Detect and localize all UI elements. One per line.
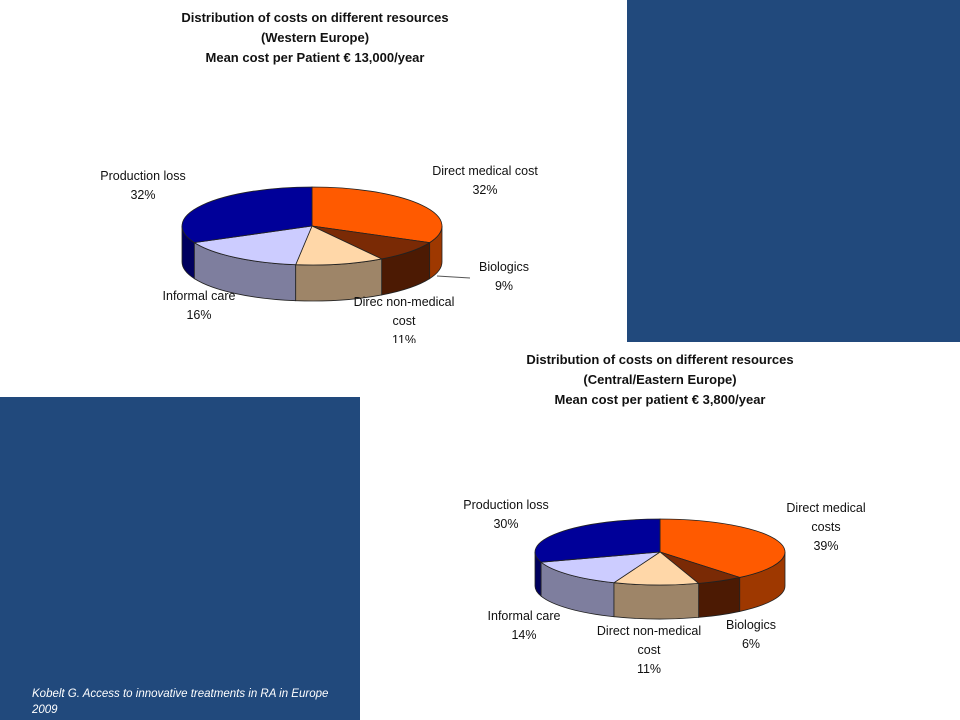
leader-line-biologics bbox=[436, 275, 471, 279]
pie-slice-direct-medical bbox=[659, 518, 786, 578]
slice-label-pct: 16% bbox=[186, 308, 212, 322]
slice-label-production-loss: Production loss 32% bbox=[100, 167, 185, 205]
slice-label-name: cost bbox=[392, 314, 416, 328]
chart-western-subtitle-line: (Western Europe) bbox=[260, 30, 370, 45]
chart-central-eastern-title-line: Distribution of costs on different resou… bbox=[526, 352, 794, 367]
pie-side-direct-non-medical bbox=[613, 582, 700, 620]
slice-label-informal-care: Informal care 16% bbox=[163, 287, 236, 325]
slice-label-pct: 32% bbox=[130, 188, 156, 202]
slice-label-name: Direct medical bbox=[786, 501, 866, 515]
slice-label-direct-medical: Direct medical costs 39% bbox=[786, 499, 865, 556]
slice-label-name: Production loss bbox=[100, 169, 186, 183]
slice-label-name: costs bbox=[811, 520, 841, 534]
slice-label-name: Production loss bbox=[463, 498, 549, 512]
chart-central-eastern-mean-cost-line: Mean cost per patient € 3,800/year bbox=[554, 392, 766, 407]
chart-western-title-line: Distribution of costs on different resou… bbox=[181, 10, 449, 25]
pie-slice-informal-care bbox=[193, 225, 313, 266]
slice-label-pct: 6% bbox=[741, 637, 761, 651]
pie-slice-direct-non-medical bbox=[295, 225, 383, 266]
slice-label-pct: 30% bbox=[493, 517, 519, 531]
slice-label-informal-care: Informal care 14% bbox=[488, 607, 561, 645]
chart-western-title: Distribution of costs on different resou… bbox=[100, 8, 530, 68]
slice-label-pct: 14% bbox=[511, 628, 537, 642]
slice-label-name: Biologics bbox=[478, 260, 530, 274]
pie-slice-direct-medical bbox=[311, 186, 443, 244]
label-clip-cover bbox=[340, 343, 470, 355]
slice-label-biologics: Biologics 9% bbox=[479, 258, 529, 296]
chart-central-eastern-subtitle-line: (Central/Eastern Europe) bbox=[583, 372, 737, 387]
slice-label-pct: 32% bbox=[472, 183, 498, 197]
slice-label-pct: 9% bbox=[494, 279, 514, 293]
slice-label-name: Direct medical cost bbox=[432, 164, 538, 178]
background-block-right bbox=[627, 0, 960, 342]
slice-label-direct-medical: Direct medical cost 32% bbox=[432, 162, 538, 200]
pie-side-biologics bbox=[698, 576, 741, 618]
chart-central-eastern-title: Distribution of costs on different resou… bbox=[450, 350, 870, 410]
pie-slice-direct-non-medical bbox=[612, 551, 700, 586]
citation-text: Kobelt G. Access to innovative treatment… bbox=[32, 688, 329, 716]
pie-slice-production-loss bbox=[181, 186, 313, 244]
slice-label-name: Direc non-medical bbox=[353, 295, 455, 309]
slice-label-direct-non-medical: Direct non-medical cost 11% bbox=[597, 622, 701, 679]
slice-label-name: Direct non-medical bbox=[596, 624, 702, 638]
slice-label-name: cost bbox=[637, 643, 661, 657]
background-block-left bbox=[0, 397, 360, 720]
slice-label-name: Informal care bbox=[487, 609, 561, 623]
slice-label-name: Biologics bbox=[725, 618, 777, 632]
slice-label-pct: 39% bbox=[813, 539, 839, 553]
slice-label-production-loss: Production loss 30% bbox=[463, 496, 548, 534]
slice-label-name: Informal care bbox=[162, 289, 236, 303]
pie-slice-production-loss bbox=[534, 518, 661, 563]
slice-label-biologics: Biologics 6% bbox=[726, 616, 776, 654]
slice-label-pct: 11% bbox=[636, 662, 662, 676]
chart-western-mean-cost-line: Mean cost per Patient € 13,000/year bbox=[205, 50, 425, 65]
